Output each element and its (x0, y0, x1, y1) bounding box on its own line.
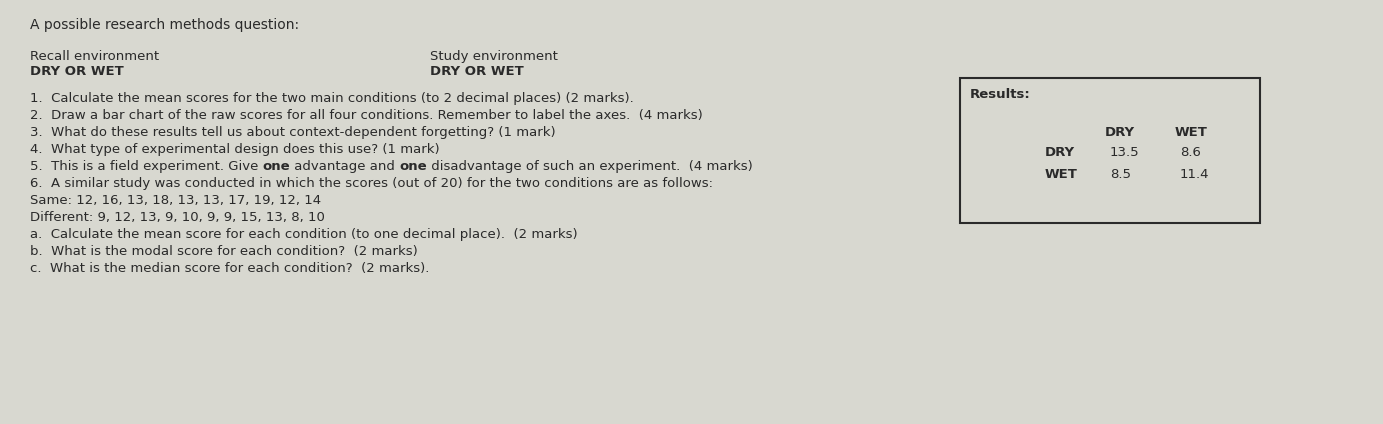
Text: 8.5: 8.5 (1111, 168, 1131, 181)
Text: b.  What is the modal score for each condition?  (2 marks): b. What is the modal score for each cond… (30, 245, 418, 258)
Text: disadvantage of such an experiment.  (4 marks): disadvantage of such an experiment. (4 m… (427, 160, 752, 173)
Text: a.  Calculate the mean score for each condition (to one decimal place).  (2 mark: a. Calculate the mean score for each con… (30, 228, 578, 241)
Text: 6.  A similar study was conducted in which the scores (out of 20) for the two co: 6. A similar study was conducted in whic… (30, 177, 714, 190)
Text: 5.  This is a field experiment. Give: 5. This is a field experiment. Give (30, 160, 263, 173)
Text: 4.  What type of experimental design does this use? (1 mark): 4. What type of experimental design does… (30, 143, 440, 156)
Text: DRY OR WET: DRY OR WET (30, 65, 123, 78)
Text: WET: WET (1046, 168, 1077, 181)
Text: 1.  Calculate the mean scores for the two main conditions (to 2 decimal places) : 1. Calculate the mean scores for the two… (30, 92, 633, 105)
Text: 11.4: 11.4 (1180, 168, 1210, 181)
Text: DRY: DRY (1046, 146, 1075, 159)
Text: DRY OR WET: DRY OR WET (430, 65, 524, 78)
Text: Same: 12, 16, 13, 18, 13, 13, 17, 19, 12, 14: Same: 12, 16, 13, 18, 13, 13, 17, 19, 12… (30, 194, 321, 207)
Text: WET: WET (1176, 126, 1207, 139)
Text: Different: 9, 12, 13, 9, 10, 9, 9, 15, 13, 8, 10: Different: 9, 12, 13, 9, 10, 9, 9, 15, 1… (30, 211, 325, 224)
Text: Study environment: Study environment (430, 50, 557, 63)
Text: Recall environment: Recall environment (30, 50, 159, 63)
Text: 8.6: 8.6 (1180, 146, 1200, 159)
Text: 13.5: 13.5 (1111, 146, 1140, 159)
Text: one: one (263, 160, 290, 173)
Text: Results:: Results: (969, 88, 1030, 101)
Text: 3.  What do these results tell us about context-dependent forgetting? (1 mark): 3. What do these results tell us about c… (30, 126, 556, 139)
Text: c.  What is the median score for each condition?  (2 marks).: c. What is the median score for each con… (30, 262, 429, 275)
Text: advantage and: advantage and (290, 160, 400, 173)
Text: A possible research methods question:: A possible research methods question: (30, 18, 299, 32)
Text: one: one (400, 160, 427, 173)
Text: DRY: DRY (1105, 126, 1135, 139)
Text: 2.  Draw a bar chart of the raw scores for all four conditions. Remember to labe: 2. Draw a bar chart of the raw scores fo… (30, 109, 703, 122)
